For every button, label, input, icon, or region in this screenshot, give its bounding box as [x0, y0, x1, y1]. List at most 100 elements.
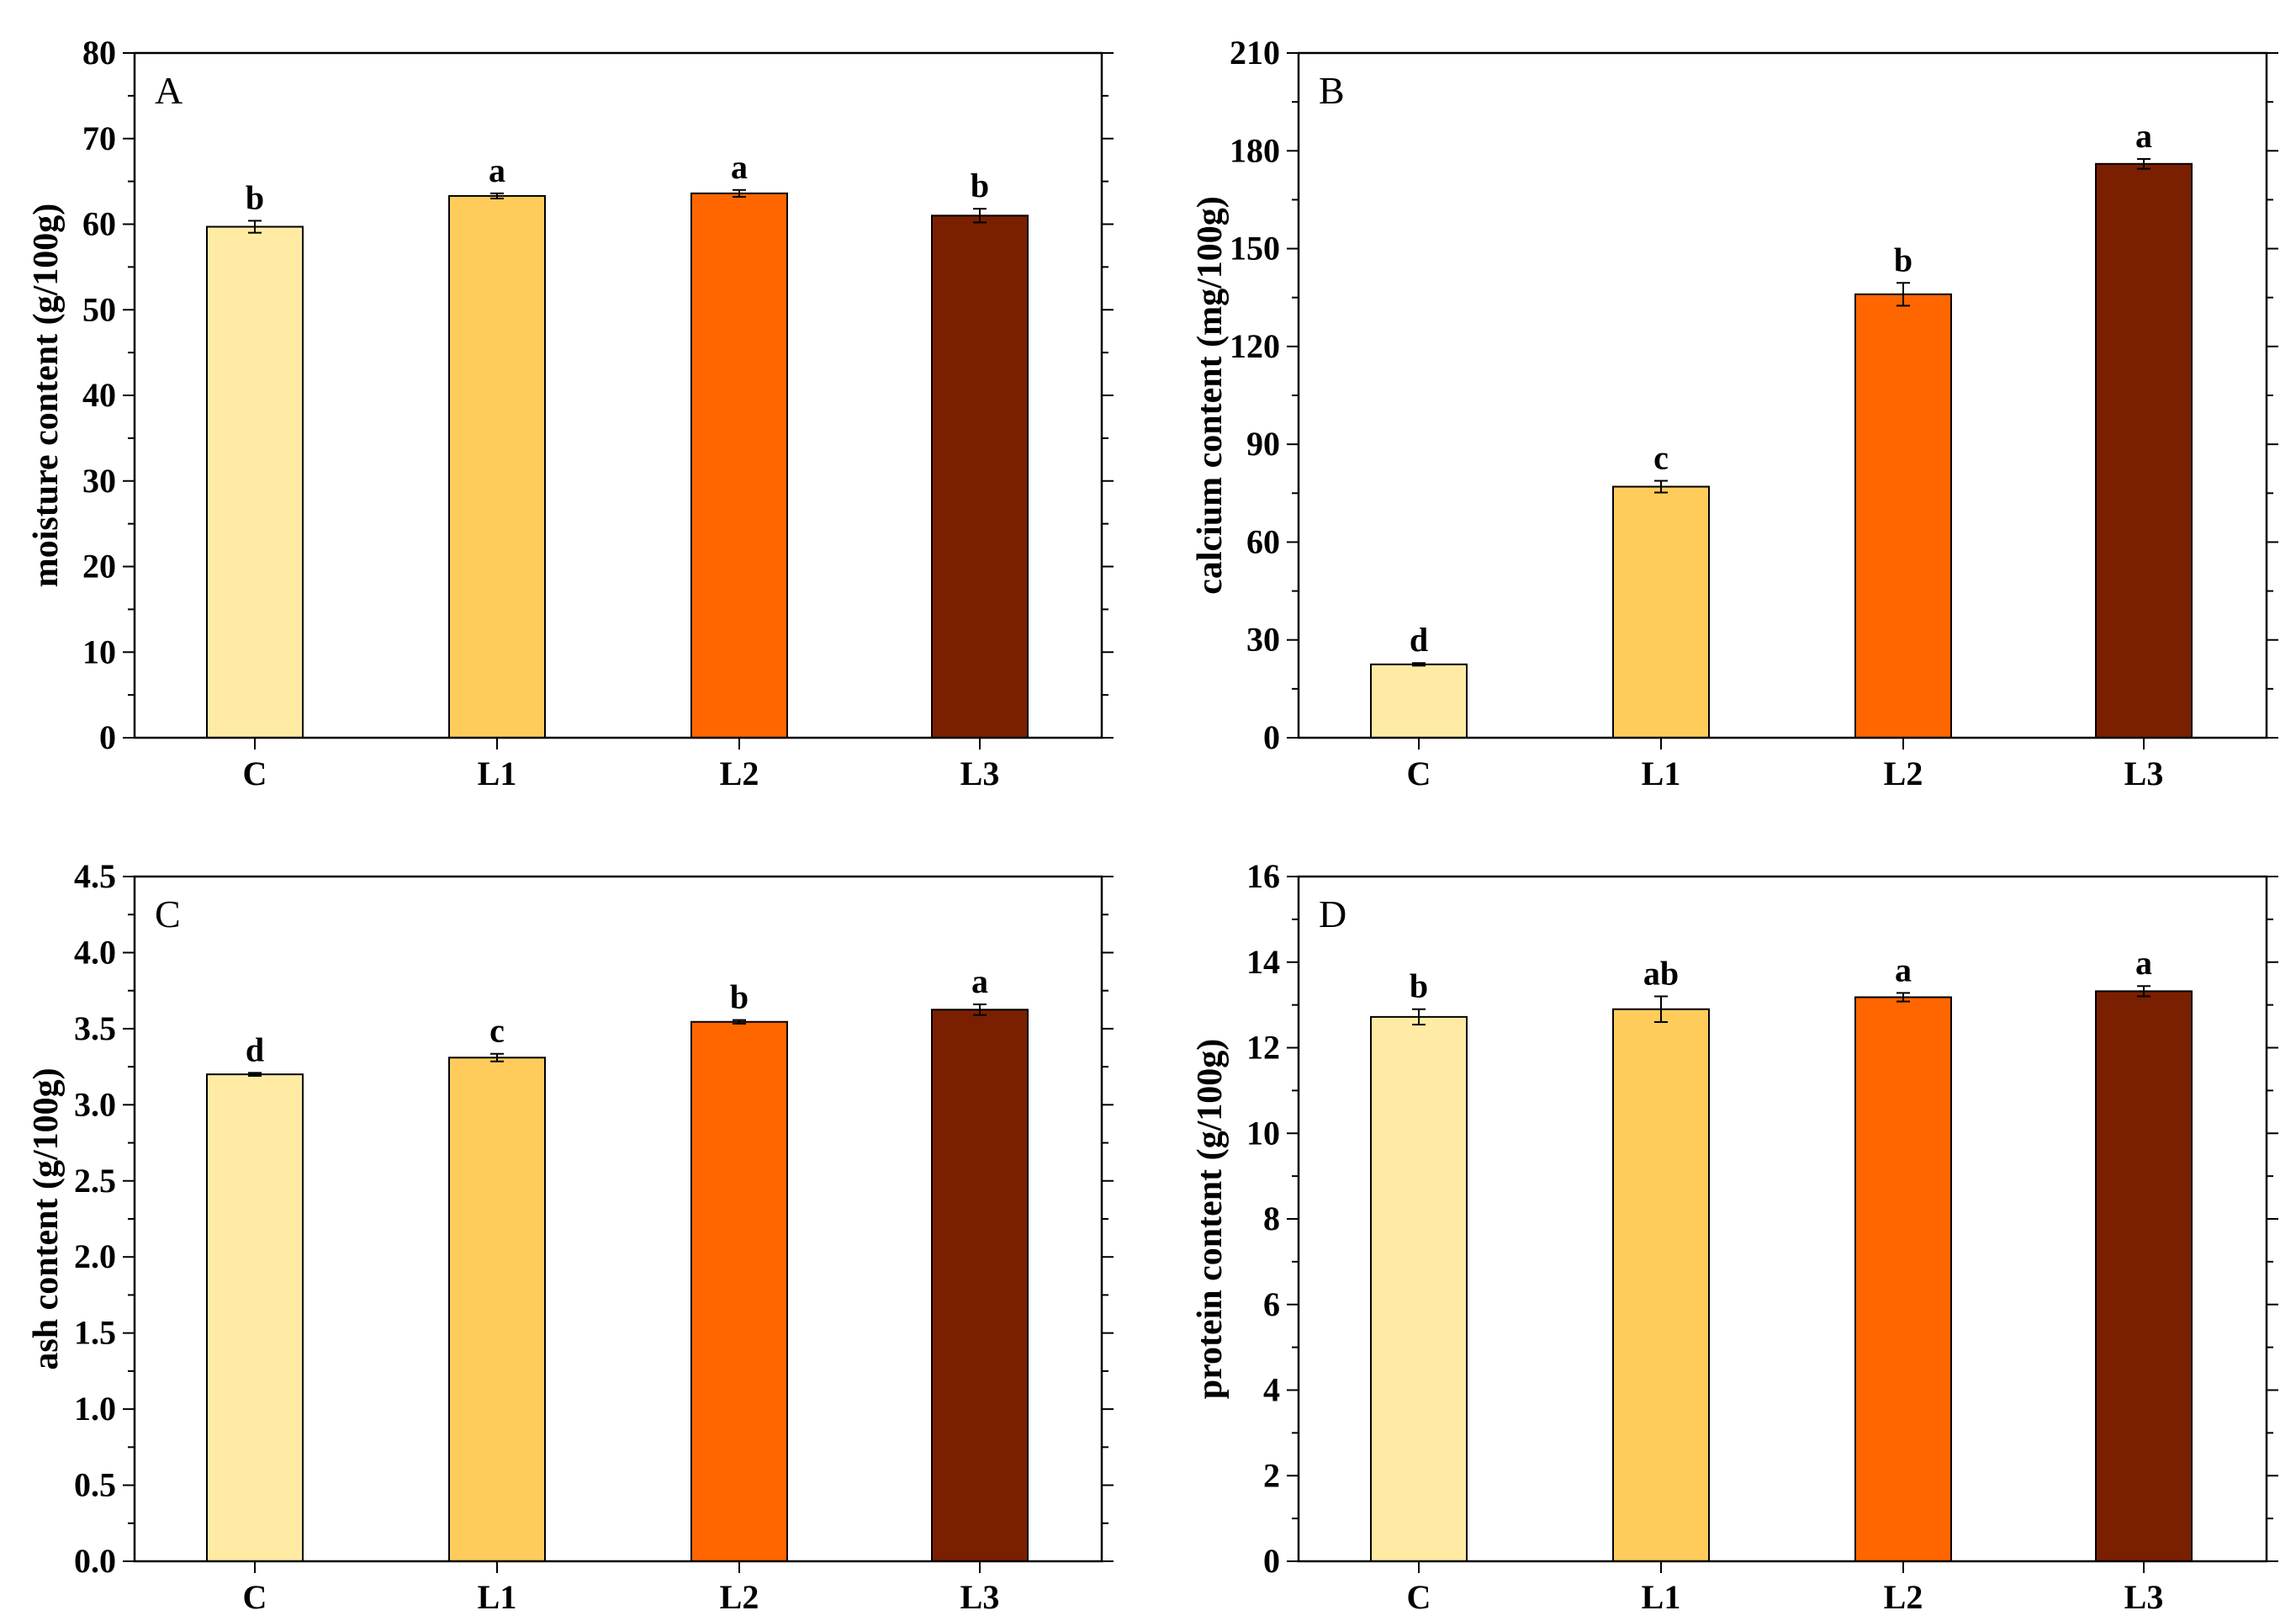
- y-tick-label: 0: [1263, 1542, 1280, 1580]
- y-tick-label: 0: [99, 718, 116, 756]
- error-bar-c: [1412, 1008, 1426, 1026]
- x-tick-label-c: C: [243, 1578, 267, 1616]
- significance-letter-l2: b: [1894, 241, 1912, 278]
- y-tick-label: 4.5: [74, 857, 116, 895]
- significance-letter-c: d: [1410, 621, 1428, 659]
- panel-letter: C: [155, 893, 181, 935]
- bar-l2: [1854, 293, 1952, 739]
- y-tick-label: 210: [1230, 34, 1280, 72]
- x-tick-label-c: C: [1407, 1578, 1431, 1616]
- x-tick-label-l1: L1: [478, 755, 517, 792]
- y-tick-label: 8: [1263, 1200, 1280, 1237]
- y-tick-label: 60: [1246, 522, 1280, 560]
- significance-letter-c: d: [246, 1030, 264, 1068]
- significance-letter-l1: c: [1653, 439, 1669, 477]
- bar-c: [1370, 1015, 1468, 1562]
- error-bar-l3: [2137, 157, 2151, 170]
- bar-l1: [1612, 1008, 1710, 1562]
- y-axis-label: ash content (g/100g): [27, 1067, 66, 1369]
- error-bar-l3: [2137, 985, 2151, 998]
- plot-frame: [1297, 875, 2268, 1563]
- x-tick-label-l2: L2: [1884, 755, 1923, 792]
- bar-l3: [2095, 990, 2193, 1562]
- error-bar-l1: [490, 1052, 504, 1062]
- y-tick-label: 40: [82, 376, 116, 414]
- x-tick-label-l2: L2: [720, 1578, 759, 1616]
- y-tick-label: 2: [1263, 1456, 1280, 1494]
- error-bar-l2: [1897, 992, 1910, 1003]
- y-tick-label: 6: [1263, 1285, 1280, 1323]
- x-tick-label-l2: L2: [1884, 1578, 1923, 1616]
- x-tick-label-l1: L1: [478, 1578, 517, 1616]
- y-tick-label: 0.5: [74, 1466, 116, 1504]
- y-tick-label: 4: [1263, 1371, 1280, 1409]
- x-tick-label-l3: L3: [960, 1578, 1000, 1616]
- y-axis-label: protein content (g/100g): [1191, 1039, 1230, 1400]
- y-tick-label: 1.5: [74, 1314, 116, 1352]
- chart-panel-b: d Cc L1 b L2 a L3 0 30 60 90 120 150 180 210 calcium co…: [1191, 34, 2278, 792]
- significance-letter-l2: a: [731, 148, 748, 186]
- x-tick-label-l1: L1: [1642, 755, 1681, 792]
- x-tick-label-l1: L1: [1642, 1578, 1681, 1616]
- x-tick-label-l3: L3: [2124, 755, 2164, 792]
- panel-letter: D: [1319, 893, 1346, 935]
- y-tick-label: 50: [82, 290, 116, 328]
- bar-l3: [931, 1009, 1029, 1563]
- significance-letter-c: b: [246, 178, 264, 216]
- bar-c: [1370, 663, 1468, 739]
- x-tick-label-l2: L2: [720, 755, 759, 792]
- error-bar-l1: [490, 192, 504, 199]
- significance-letter-l1: c: [489, 1012, 505, 1050]
- y-tick-label: 0: [1263, 718, 1280, 756]
- y-tick-label: 3.0: [74, 1085, 116, 1123]
- bar-c: [206, 225, 304, 739]
- y-tick-label: 2.0: [74, 1237, 116, 1275]
- bar-l1: [1612, 485, 1710, 739]
- y-tick-label: 10: [1246, 1114, 1280, 1152]
- significance-letter-l1: a: [489, 151, 505, 189]
- y-tick-label: 60: [82, 205, 116, 243]
- bar-c: [206, 1073, 304, 1562]
- y-tick-label: 4.0: [74, 933, 116, 971]
- plot-frame: [133, 875, 1103, 1563]
- y-tick-label: 1.0: [74, 1390, 116, 1428]
- y-tick-label: 10: [82, 633, 116, 670]
- error-bar-l2: [1897, 282, 1910, 307]
- y-tick-label: 30: [82, 462, 116, 500]
- y-tick-label: 90: [1246, 425, 1280, 463]
- significance-letter-l3: a: [2135, 117, 2152, 155]
- x-tick-label-l3: L3: [2124, 1578, 2164, 1616]
- error-bar-l2: [733, 188, 746, 198]
- chart-panel-c: d Cc L1 b L2 a L3 0.0 0.5 1.0 1.5 2.0 2.5 3.0 3.5 4.0 4.…: [27, 857, 1114, 1616]
- y-tick-label: 3.5: [74, 1009, 116, 1047]
- significance-letter-c: b: [1410, 967, 1428, 1005]
- bar-l3: [2095, 162, 2193, 739]
- error-bar-l2: [733, 1019, 746, 1025]
- y-tick-label: 120: [1230, 327, 1280, 365]
- bar-l1: [448, 1057, 546, 1563]
- y-tick-label: 12: [1246, 1029, 1280, 1067]
- significance-letter-l2: b: [730, 978, 749, 1016]
- significance-letter-l3: a: [971, 962, 988, 1000]
- chart-panel-a: b Ca L1 a L2 b L3 0 10 20 30 40 50 60 70 80 moisture con…: [27, 34, 1114, 792]
- error-bar-c: [248, 1072, 262, 1077]
- y-tick-label: 150: [1230, 230, 1280, 268]
- y-tick-label: 30: [1246, 621, 1280, 659]
- significance-letter-l3: a: [2135, 944, 2152, 982]
- bar-l3: [931, 215, 1029, 739]
- y-axis-label: moisture content (g/100g): [27, 204, 66, 587]
- bar-l2: [690, 192, 788, 739]
- plot-frame: [133, 51, 1103, 739]
- y-tick-label: 70: [82, 119, 116, 157]
- x-tick-label-c: C: [243, 755, 267, 792]
- x-tick-label-l3: L3: [960, 755, 1000, 792]
- y-tick-label: 80: [82, 34, 116, 72]
- error-bar-c: [1412, 662, 1426, 667]
- y-tick-label: 2.5: [74, 1162, 116, 1200]
- significance-letter-l3: b: [971, 167, 989, 204]
- panel-letter: B: [1319, 69, 1345, 112]
- significance-letter-l2: a: [1895, 951, 1912, 988]
- error-bar-l1: [1654, 995, 1668, 1023]
- panel-letter: A: [155, 69, 183, 112]
- error-bar-l3: [973, 1003, 987, 1016]
